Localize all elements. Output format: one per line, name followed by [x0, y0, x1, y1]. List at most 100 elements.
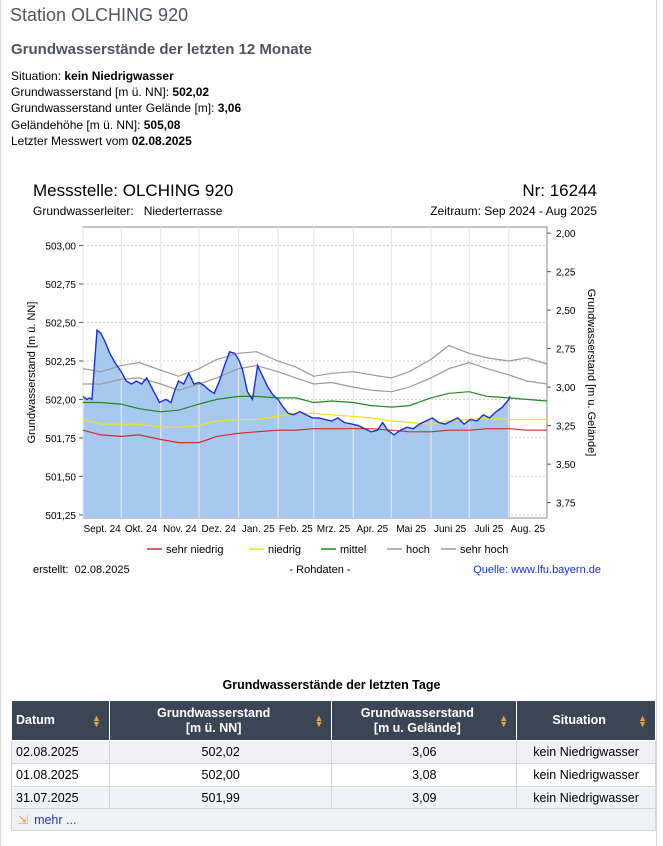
chart-source-link[interactable]: Quelle: www.lfu.bayern.de [473, 564, 601, 576]
column-header-level-ground[interactable]: Grundwasserstand [m u. Gelände] ▲ ▼ [331, 700, 518, 741]
fact-value: 02.08.2025 [131, 133, 192, 148]
fact-depth-below-ground: Grundwasserstand unter Gelände [m]: 3,06 [11, 100, 241, 116]
y-tick-label: 501,75 [45, 434, 76, 445]
header-unit: [m u. Gelände] [373, 720, 461, 735]
cell-situation: kein Niedrigwasser [516, 786, 656, 810]
header-label: Situation [552, 713, 606, 727]
x-tick-label: Mai 25 [396, 524, 426, 535]
y-tick-label: 502,50 [45, 318, 76, 329]
station-facts: Situation: kein Niedrigwasser Grundwasse… [11, 68, 241, 149]
header-label: Grundwasserstand [157, 705, 271, 720]
sort-arrows-icon[interactable]: ▲ ▼ [314, 712, 324, 729]
x-tick-label: Okt. 24 [125, 524, 158, 535]
cell-date: 01.08.2025 [11, 763, 110, 787]
y2-tick-label: 2,00 [556, 229, 576, 240]
y-tick-label: 503,00 [45, 241, 76, 252]
series-line-sehr-niedrig [82, 428, 547, 444]
y-tick-label: 502,00 [45, 395, 76, 406]
fact-value: 505,08 [143, 117, 181, 132]
x-tick-label: Feb. 25 [279, 524, 313, 535]
sort-arrows-icon[interactable]: ▲ ▼ [499, 712, 509, 729]
legend-label: sehr hoch [460, 544, 508, 556]
x-tick-label: Apr. 25 [357, 524, 389, 535]
cell-situation: kein Niedrigwasser [516, 740, 656, 764]
measured-line [82, 328, 511, 436]
fact-label: Letzter Messwert vom [11, 133, 132, 148]
column-header-level-nn[interactable]: Grundwasserstand [m ü. NN] ▲ ▼ [108, 700, 333, 741]
sort-arrows-icon[interactable]: ▲ ▼ [91, 712, 101, 729]
recent-levels-table: Datum ▲ ▼ Grundwasserstand [m ü. NN] ▲ ▼ Grun… [11, 700, 656, 810]
recent-table-caption: Grundwasserstände der letzten Tage [222, 678, 441, 692]
x-tick-label: Dez. 24 [202, 524, 237, 535]
x-tick-label: Aug. 25 [511, 524, 546, 535]
page-title: Station OLCHING 920 [10, 5, 189, 25]
series-line-niedrig [82, 412, 547, 428]
y2-tick-label: 3,75 [556, 499, 576, 510]
table-header-row: Datum ▲ ▼ Grundwasserstand [m ü. NN] ▲ ▼ Grun… [11, 700, 656, 741]
y2-tick-label: 3,50 [556, 460, 576, 471]
y-tick-label: 502,25 [45, 357, 76, 368]
fact-ground-elevation: Geländehöhe [m ü. NN]: 505,08 [11, 117, 241, 133]
legend-label: mittel [340, 544, 366, 556]
fact-label: Grundwasserstand [m ü. NN]: [11, 85, 173, 100]
x-tick-label: Juni 25 [434, 524, 467, 535]
series-line-hoch [83, 361, 548, 393]
more-arrow-icon[interactable]: ⇲ [18, 813, 29, 827]
cell-level-ground: 3,09 [331, 786, 518, 810]
y-tick-label: 502,75 [45, 280, 76, 291]
header-unit: [m ü. NN] [185, 720, 242, 735]
chart-station-number: Nr: 16244 [522, 181, 597, 200]
table-row: 02.08.2025 502,02 3,06 kein Niedrigwasse… [11, 740, 656, 764]
cell-situation: kein Niedrigwasser [516, 763, 656, 787]
fact-value: 502,02 [172, 85, 210, 100]
series-line-mittel [83, 391, 548, 413]
chart-created-date: erstellt: 02.08.2025 [33, 564, 130, 576]
legend-label: sehr niedrig [166, 544, 223, 556]
measured-area [83, 330, 510, 518]
y2-axis-label: Grundwasserstand [m u. Gelände] [585, 289, 597, 457]
x-tick-label: Mrz. 25 [317, 524, 351, 535]
y2-tick-label: 2,75 [556, 345, 576, 356]
legend-label: niedrig [268, 544, 301, 556]
y2-tick-label: 2,25 [556, 268, 576, 279]
column-header-date[interactable]: Datum ▲ ▼ [11, 700, 110, 741]
cell-level-nn: 502,00 [108, 763, 333, 787]
chart-period: Zeitraum: Sep 2024 - Aug 2025 [430, 204, 597, 218]
y-tick-label: 501,25 [45, 511, 76, 522]
x-tick-label: Jan. 25 [242, 524, 275, 535]
fact-water-level: Grundwasserstand [m ü. NN]: 502,02 [11, 84, 241, 100]
cell-level-ground: 3,08 [331, 763, 518, 787]
cell-level-nn: 502,02 [108, 740, 333, 764]
cell-level-nn: 501,99 [108, 786, 333, 810]
more-row: ⇲ mehr ... [11, 808, 656, 831]
plot-area: 503,00 502,75 502,50 502,25 502,00 501,75 501,… [26, 226, 597, 556]
y2-tick-label: 3,00 [556, 383, 576, 394]
chart-title: Messstelle: OLCHING 920 [33, 181, 233, 200]
fact-value: kein Niedrigwasser [64, 69, 174, 83]
more-link[interactable]: mehr ... [34, 813, 77, 827]
groundwater-chart: Messstelle: OLCHING 920 Nr: 16244 Grundw… [26, 181, 601, 576]
header-label: Grundwasserstand [360, 705, 474, 720]
table-row: 31.07.2025 501,99 3,09 kein Niedrigwasse… [11, 786, 656, 810]
legend-label: hoch [406, 544, 430, 556]
x-tick-label: Juli 25 [475, 524, 504, 535]
fact-value: 3,06 [217, 101, 242, 116]
y-tick-label: 501,50 [45, 472, 76, 483]
chart-legend: sehr niedrig niedrig mittel hoch sehr hoch [147, 544, 508, 556]
cell-level-ground: 3,06 [331, 740, 518, 764]
fact-label: Situation: [11, 69, 65, 83]
column-header-situation[interactable]: Situation ▲ ▼ [516, 700, 656, 741]
chart-raw-data-note: - Rohdaten - [289, 564, 350, 576]
section-subtitle: Grundwasserstände der letzten 12 Monate [11, 41, 312, 58]
header-label: Datum [16, 713, 55, 727]
fact-last-measurement: Letzter Messwert vom 02.08.2025 [11, 133, 241, 149]
fact-label: Geländehöhe [m ü. NN]: [11, 117, 144, 132]
y-axis-label: Grundwasserstand [m ü. NN] [26, 302, 38, 444]
cell-date: 02.08.2025 [11, 740, 110, 764]
sort-arrows-icon[interactable]: ▲ ▼ [638, 712, 647, 729]
y2-tick-label: 3,25 [556, 422, 576, 433]
x-tick-label: Sept. 24 [83, 524, 121, 535]
series-line-sehr-hoch [82, 344, 548, 379]
chart-aquifer: Grundwasserleiter: Niederterrasse [33, 204, 223, 218]
fact-situation: Situation: kein Niedrigwasser [11, 68, 241, 84]
